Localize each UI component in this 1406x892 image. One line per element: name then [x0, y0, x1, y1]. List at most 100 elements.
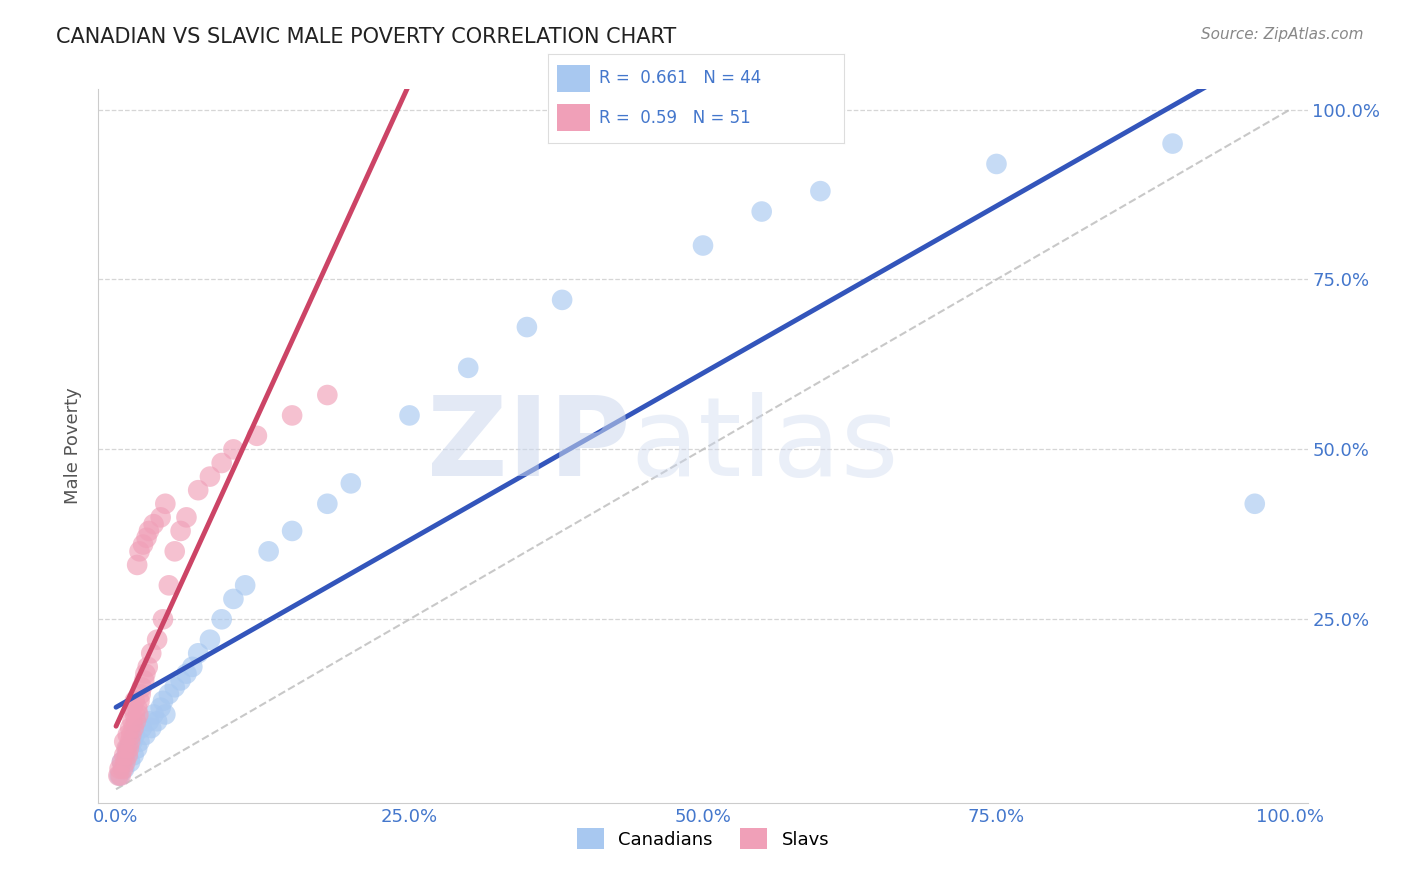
Point — [120, 755, 142, 769]
Point — [117, 748, 139, 763]
Point — [110, 769, 132, 783]
Point — [457, 360, 479, 375]
Point — [211, 456, 233, 470]
Point — [986, 157, 1008, 171]
Point — [157, 687, 180, 701]
Point — [211, 612, 233, 626]
Point — [112, 734, 135, 748]
Point — [149, 510, 172, 524]
Point — [128, 734, 150, 748]
Point — [163, 680, 186, 694]
Point — [169, 524, 191, 538]
Point — [124, 707, 146, 722]
Point — [125, 714, 148, 729]
Text: CANADIAN VS SLAVIC MALE POVERTY CORRELATION CHART: CANADIAN VS SLAVIC MALE POVERTY CORRELAT… — [56, 27, 676, 46]
Point — [281, 524, 304, 538]
Text: R =  0.661   N = 44: R = 0.661 N = 44 — [599, 70, 761, 87]
Point — [122, 748, 145, 763]
Point — [112, 748, 135, 763]
Point — [187, 483, 209, 498]
Point — [176, 666, 198, 681]
Point — [124, 728, 146, 742]
Point — [134, 666, 156, 681]
Point — [157, 578, 180, 592]
Point — [551, 293, 574, 307]
Point — [108, 762, 131, 776]
Point — [1243, 497, 1265, 511]
Point — [233, 578, 256, 592]
Point — [751, 204, 773, 219]
Point — [131, 721, 153, 735]
Point — [115, 741, 138, 756]
Point — [111, 755, 134, 769]
Text: ZIP: ZIP — [427, 392, 630, 500]
Point — [136, 660, 159, 674]
Legend: Canadians, Slavs: Canadians, Slavs — [568, 819, 838, 858]
Point — [127, 741, 149, 756]
Point — [142, 517, 165, 532]
Point — [112, 762, 135, 776]
Point — [516, 320, 538, 334]
Text: R =  0.59   N = 51: R = 0.59 N = 51 — [599, 109, 751, 127]
Point — [169, 673, 191, 688]
Point — [138, 714, 160, 729]
Point — [114, 755, 136, 769]
Point — [115, 748, 138, 763]
Point — [121, 700, 143, 714]
Point — [108, 769, 131, 783]
Point — [117, 741, 139, 756]
Point — [127, 558, 149, 572]
Point — [121, 714, 143, 729]
Point — [340, 476, 363, 491]
Point — [134, 728, 156, 742]
Point — [808, 184, 831, 198]
Point — [120, 721, 142, 735]
Point — [692, 238, 714, 252]
Text: Source: ZipAtlas.com: Source: ZipAtlas.com — [1201, 27, 1364, 42]
Point — [281, 409, 304, 423]
Point — [142, 707, 165, 722]
Point — [138, 524, 160, 538]
Bar — [557, 65, 589, 92]
Point — [135, 531, 157, 545]
Point — [316, 497, 339, 511]
Point — [127, 707, 149, 722]
Point — [131, 680, 153, 694]
Point — [134, 673, 156, 688]
Point — [257, 544, 280, 558]
Point — [141, 646, 163, 660]
Point — [146, 714, 169, 729]
Point — [198, 632, 221, 647]
Point — [118, 741, 141, 756]
Point — [128, 544, 150, 558]
Point — [222, 442, 245, 457]
Point — [181, 660, 204, 674]
Point — [155, 707, 177, 722]
Point — [128, 694, 150, 708]
Point — [187, 646, 209, 660]
Point — [141, 721, 163, 735]
Point — [117, 728, 139, 742]
Point — [121, 734, 143, 748]
Point — [124, 694, 146, 708]
Point — [107, 769, 129, 783]
Point — [129, 687, 152, 701]
Point — [149, 700, 172, 714]
Point — [132, 537, 155, 551]
Point — [246, 429, 269, 443]
Bar — [557, 104, 589, 131]
Point — [222, 591, 245, 606]
Point — [176, 510, 198, 524]
Point — [111, 755, 134, 769]
Point — [163, 544, 186, 558]
Point — [112, 762, 135, 776]
Point — [146, 632, 169, 647]
Point — [398, 409, 420, 423]
Point — [120, 734, 142, 748]
Point — [127, 700, 149, 714]
Point — [122, 721, 145, 735]
Point — [1161, 136, 1184, 151]
Point — [120, 728, 142, 742]
Text: atlas: atlas — [630, 392, 898, 500]
Point — [316, 388, 339, 402]
